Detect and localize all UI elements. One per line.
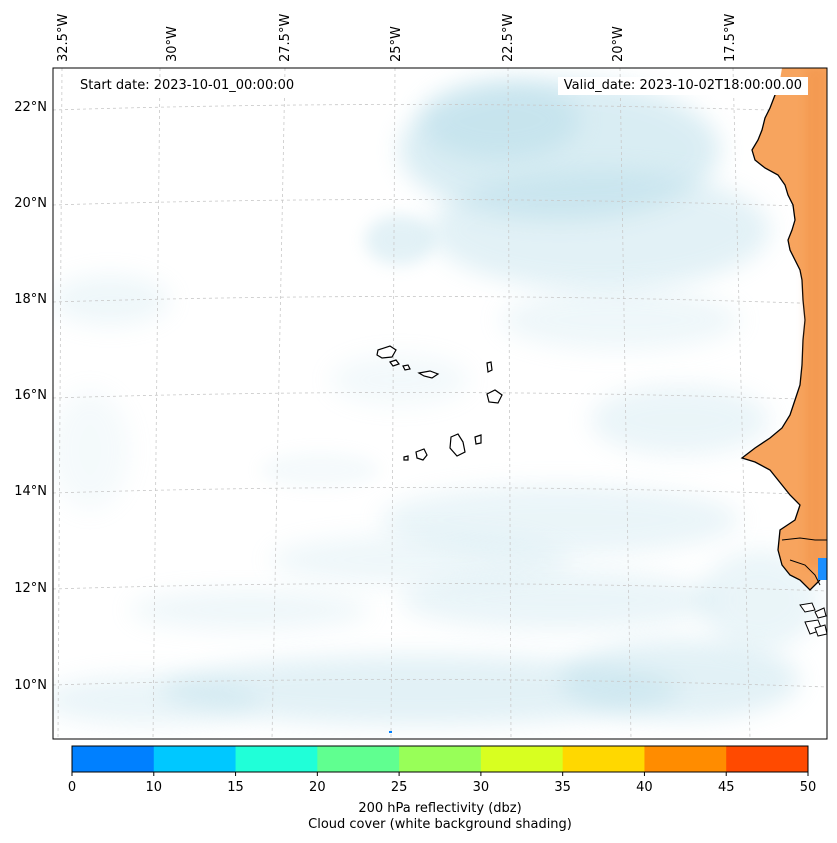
map-frame (52, 67, 828, 740)
colorbar-segment (644, 746, 727, 772)
map-content (53, 68, 827, 739)
lat-label: 10°N (14, 678, 47, 693)
colorbar-title: 200 hPa reflectivity (dbz) (358, 801, 522, 816)
land-shading-band (805, 68, 827, 568)
colorbar-tick-label: 10 (146, 780, 163, 795)
lon-label: 20°W (611, 26, 626, 62)
valid-date-label: Valid_date: 2023-10-02T18:00:00.00 (557, 77, 808, 95)
colorbar-tick-label: 30 (473, 780, 490, 795)
colorbar-segment (317, 746, 400, 772)
colorbar-subtitle: Cloud cover (white background shading) (308, 817, 572, 832)
island-santa-luzia (402, 364, 411, 371)
lon-label: 25°W (389, 26, 404, 62)
bijagos-islands (799, 602, 816, 613)
colorbar-segment (726, 746, 809, 772)
island-santiago (449, 433, 466, 457)
latitude-labels: 22°N 20°N 18°N 16°N 14°N 12°N 10°N (14, 100, 47, 693)
reflectivity-patch (818, 558, 827, 580)
longitude-labels: 32.5°W 30°W 27.5°W 25°W 22.5°W 20°W 17.5… (56, 14, 738, 62)
colorbar-segment (235, 746, 318, 772)
lat-label: 14°N (14, 484, 47, 499)
lat-label: 16°N (14, 388, 47, 403)
colorbar-tick-label: 40 (636, 780, 653, 795)
island-sao-nicolau (417, 370, 440, 379)
island-sao-vicente (389, 359, 400, 367)
island-fogo (415, 448, 428, 461)
island-santo-antao (376, 345, 397, 359)
colorbar-tick-label: 0 (68, 780, 76, 795)
colorbar-segment (562, 746, 645, 772)
coastline-africa (740, 79, 821, 591)
lon-label: 17.5°W (723, 14, 738, 62)
reflectivity-dot (389, 731, 392, 733)
island-brava (403, 455, 409, 461)
lon-label: 30°W (165, 26, 180, 62)
colorbar-segment (153, 746, 237, 772)
island-maio (474, 434, 482, 445)
colorbar-tick-label: 25 (391, 780, 408, 795)
colorbar-segment (72, 746, 155, 772)
colorbar-segment (399, 746, 482, 772)
colorbar-tick-label: 15 (227, 780, 244, 795)
bijagos-islands-2 (814, 607, 827, 619)
start-date-label: Start date: 2023-10-01_00:00:00 (74, 77, 301, 95)
lon-label: 27.5°W (278, 14, 293, 62)
lat-label: 20°N (14, 196, 47, 211)
colorbar-tick-label: 50 (800, 780, 817, 795)
lat-label: 22°N (14, 100, 47, 115)
gambia-river-line (781, 537, 827, 541)
lon-label: 22.5°W (501, 14, 516, 62)
lon-label: 32.5°W (56, 14, 71, 62)
southern-coast-fragment (789, 559, 821, 586)
colorbar-tick-label: 35 (554, 780, 571, 795)
colorbar-tick-label: 45 (718, 780, 735, 795)
colorbar (72, 746, 809, 772)
bijagos-islands-4 (814, 624, 827, 637)
colorbar-ticks: 0 10 15 20 25 30 35 40 45 50 (68, 772, 816, 795)
colorbar-tick-label: 20 (309, 780, 326, 795)
island-sal (486, 361, 493, 373)
island-boa-vista (486, 389, 503, 404)
lat-label: 12°N (14, 581, 47, 596)
graticule (53, 68, 827, 739)
lat-label: 18°N (14, 292, 47, 307)
colorbar-segment (480, 746, 564, 772)
cape-verde-islands (376, 345, 503, 461)
colorbar-frame (71, 745, 809, 773)
